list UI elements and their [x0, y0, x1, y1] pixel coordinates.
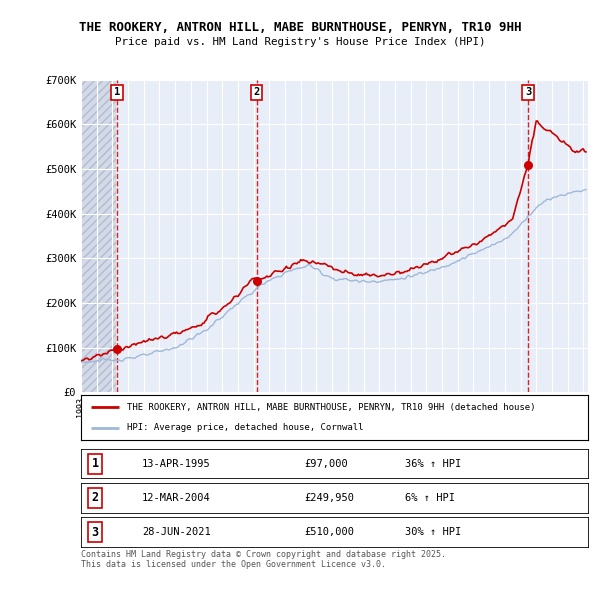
- Text: 28-JUN-2021: 28-JUN-2021: [142, 527, 211, 537]
- Text: THE ROOKERY, ANTRON HILL, MABE BURNTHOUSE, PENRYN, TR10 9HH: THE ROOKERY, ANTRON HILL, MABE BURNTHOUS…: [79, 21, 521, 34]
- Text: 1: 1: [114, 87, 120, 97]
- Text: 1: 1: [92, 457, 99, 470]
- Text: 3: 3: [92, 526, 99, 539]
- Text: £97,000: £97,000: [304, 458, 348, 468]
- Text: 6% ↑ HPI: 6% ↑ HPI: [406, 493, 455, 503]
- Text: 36% ↑ HPI: 36% ↑ HPI: [406, 458, 462, 468]
- Text: 3: 3: [525, 87, 532, 97]
- Text: 2: 2: [254, 87, 260, 97]
- Text: Contains HM Land Registry data © Crown copyright and database right 2025.
This d: Contains HM Land Registry data © Crown c…: [81, 550, 446, 569]
- Text: 13-APR-1995: 13-APR-1995: [142, 458, 211, 468]
- Text: 2: 2: [92, 491, 99, 504]
- Text: HPI: Average price, detached house, Cornwall: HPI: Average price, detached house, Corn…: [127, 423, 363, 432]
- Text: Price paid vs. HM Land Registry's House Price Index (HPI): Price paid vs. HM Land Registry's House …: [115, 37, 485, 47]
- Text: THE ROOKERY, ANTRON HILL, MABE BURNTHOUSE, PENRYN, TR10 9HH (detached house): THE ROOKERY, ANTRON HILL, MABE BURNTHOUS…: [127, 403, 535, 412]
- Text: 30% ↑ HPI: 30% ↑ HPI: [406, 527, 462, 537]
- Text: £249,950: £249,950: [304, 493, 354, 503]
- Text: 12-MAR-2004: 12-MAR-2004: [142, 493, 211, 503]
- Text: £510,000: £510,000: [304, 527, 354, 537]
